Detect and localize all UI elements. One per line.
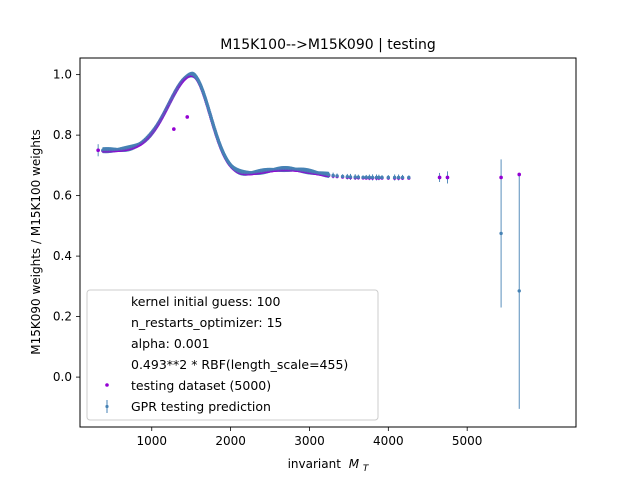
legend-entry-kernel-fit: 0.493**2 * RBF(length_scale=455) <box>131 357 348 372</box>
gpr-point <box>392 175 397 180</box>
x-axis-label-math: M <box>349 457 360 471</box>
x-tick-label: 2000 <box>215 434 246 448</box>
y-tick-label: 0.4 <box>53 249 72 263</box>
gpr-point <box>331 173 335 178</box>
testing-point <box>517 172 522 177</box>
gpr-point <box>400 175 405 180</box>
gpr-point <box>327 173 331 177</box>
x-axis-label-sub: T <box>363 464 370 474</box>
testing-point <box>445 175 450 180</box>
legend-marker-testing <box>105 383 109 387</box>
x-tick-label: 4000 <box>373 434 404 448</box>
x-tick-label: 3000 <box>294 434 325 448</box>
x-axis-label-text: invariant <box>288 457 342 471</box>
y-axis: 0.0 0.2 0.4 0.6 0.8 1.0 <box>53 68 80 384</box>
gpr-point <box>517 289 521 293</box>
gpr-point <box>396 175 401 180</box>
gpr-point <box>367 175 372 180</box>
gpr-point <box>361 175 365 179</box>
x-tick-label: 5000 <box>452 434 483 448</box>
testing-point <box>172 127 176 131</box>
x-axis: 1000 2000 3000 4000 5000 <box>136 427 482 448</box>
gpr-point <box>356 175 361 179</box>
gpr-point <box>370 175 375 180</box>
testing-point <box>185 115 190 119</box>
testing-point <box>437 175 442 180</box>
legend-box <box>86 289 379 421</box>
gpr-point <box>335 174 339 178</box>
gpr-point <box>353 175 357 179</box>
y-tick-label: 0.2 <box>53 310 72 324</box>
testing-point <box>499 175 503 180</box>
gpr-point <box>407 175 411 180</box>
x-axis-label: invariant M T <box>288 457 370 474</box>
y-tick-label: 0.0 <box>53 370 72 384</box>
y-tick-label: 1.0 <box>53 68 72 82</box>
legend-entry-alpha: alpha: 0.001 <box>131 336 210 351</box>
x-tick-label: 1000 <box>136 434 167 448</box>
gpr-point <box>499 231 503 236</box>
axes-frame <box>79 57 577 428</box>
y-tick-label: 0.8 <box>53 128 72 142</box>
chart-title: M15K100-->M15K090 | testing <box>220 37 436 53</box>
legend-entry-kernel: kernel initial guess: 100 <box>131 294 280 309</box>
plot-area <box>96 71 522 409</box>
legend: kernel initial guess: 100 n_restarts_opt… <box>86 289 379 421</box>
gpr-point <box>348 175 353 179</box>
y-tick-label: 0.6 <box>53 189 72 203</box>
legend-entry-testing: testing dataset (5000) <box>131 378 271 393</box>
legend-entry-gpr: GPR testing prediction <box>131 399 271 414</box>
gpr-point <box>340 174 345 179</box>
y-axis-label: M15K090 weights / M15K100 weights <box>29 129 43 355</box>
gpr-point <box>386 175 391 180</box>
testing-point <box>96 148 100 153</box>
legend-entry-restarts: n_restarts_optimizer: 15 <box>131 315 282 330</box>
gpr-point <box>377 175 381 180</box>
gpr-point <box>380 175 384 180</box>
gpr-point <box>345 175 350 179</box>
legend-marker-gpr <box>105 404 109 409</box>
gpr-point <box>364 175 368 180</box>
